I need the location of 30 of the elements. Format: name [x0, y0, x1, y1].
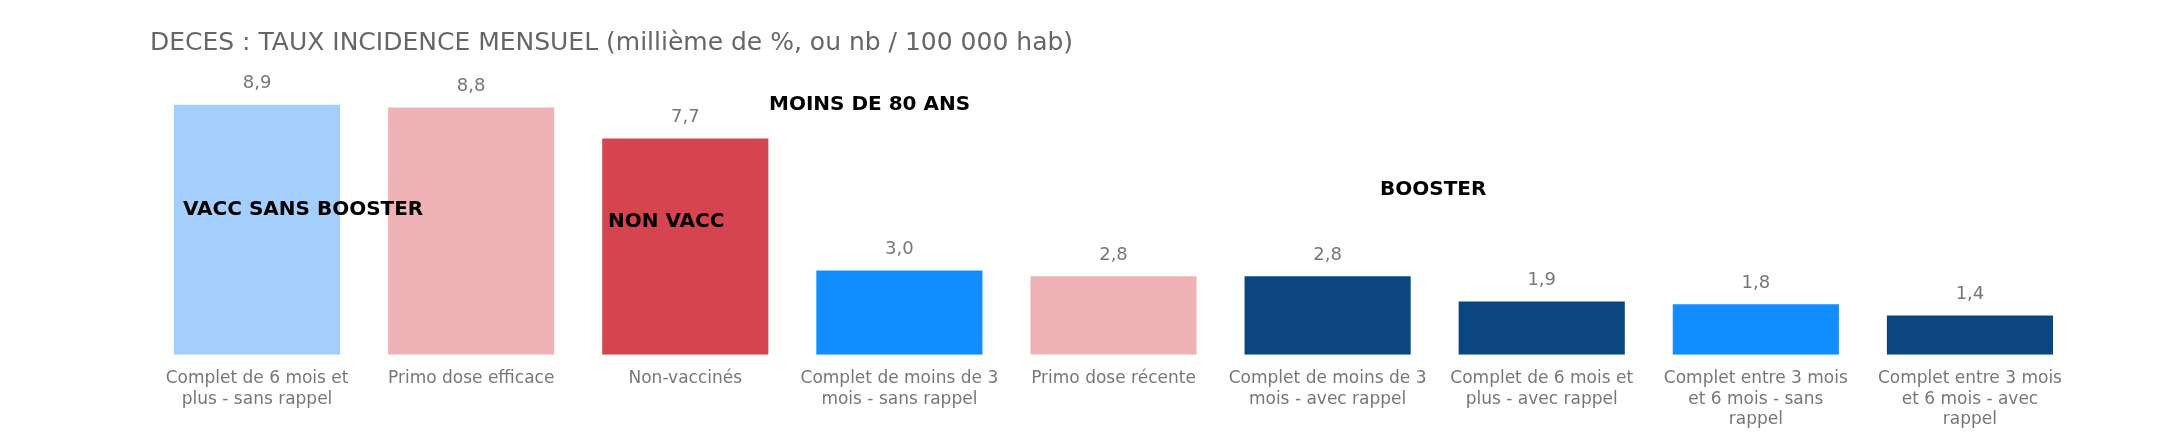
x-tick-label: Primo dose efficace — [387, 367, 555, 388]
bar — [1886, 315, 2054, 355]
data-label: 1,8 — [1741, 270, 1771, 292]
data-label: 8,9 — [242, 71, 272, 93]
x-tick-label: Complet de 6 mois et plus - sans rappel — [165, 367, 349, 408]
annotation: NON VACC — [608, 208, 725, 233]
annotation: VACC SANS BOOSTER — [183, 196, 424, 221]
x-tick-label: Non-vaccinés — [628, 367, 743, 388]
bar — [602, 138, 769, 355]
bar — [816, 270, 983, 355]
x-tick-label: Primo dose récente — [1031, 367, 1196, 388]
bar — [1244, 276, 1411, 355]
data-label: 2,8 — [1313, 242, 1342, 264]
data-label: 1,9 — [1527, 268, 1557, 290]
x-tick-label: Complet de 6 mois et plus - avec rappel — [1450, 367, 1634, 408]
x-tick-label: Complet entre 3 mois et 6 mois - sans rappel — [1663, 367, 1848, 429]
bar — [1672, 304, 1839, 355]
bar — [1458, 301, 1625, 355]
data-label: 3,0 — [885, 237, 914, 259]
bar — [1030, 276, 1197, 355]
annotation: MOINS DE 80 ANS — [769, 91, 971, 116]
data-label: 2,8 — [1099, 242, 1128, 264]
annotation: BOOSTER — [1380, 176, 1487, 201]
x-tick-label: Complet entre 3 mois et 6 mois - avec rappel — [1877, 367, 2063, 429]
x-tick-label: Complet de moins de 3 mois - sans rappel — [800, 367, 999, 408]
data-label: 1,4 — [1955, 282, 1985, 304]
chart-title: DECES : TAUX INCIDENCE MENSUEL (millième de %, ou nb / 100 000 hab) — [150, 26, 1074, 56]
x-tick-label: Complet de moins de 3 mois - avec rappel — [1228, 367, 1427, 408]
data-label: 7,7 — [670, 105, 700, 127]
data-label: 8,8 — [456, 74, 486, 96]
